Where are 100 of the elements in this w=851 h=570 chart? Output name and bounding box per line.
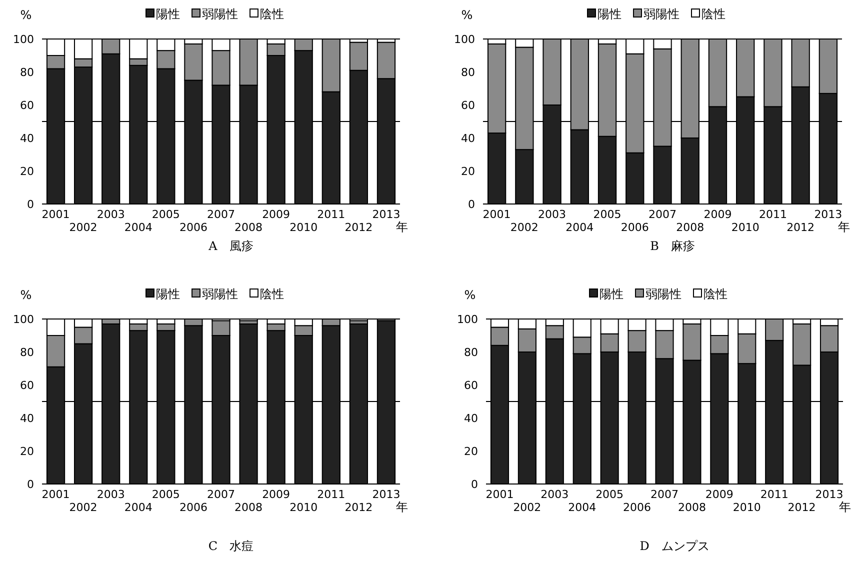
x-tick-label: 2006 (623, 501, 652, 514)
legend-label: 弱陽性 (202, 7, 238, 21)
x-tick-label: 2004 (566, 221, 594, 234)
y-tick-label: 20 (20, 445, 34, 458)
x-tick-label: 2009 (262, 208, 290, 221)
x-tick-label: 2004 (568, 501, 596, 514)
x-tick-label: 2007 (648, 208, 676, 221)
y-tick-label: 0 (471, 478, 478, 491)
legend-label: 陽性 (600, 287, 624, 301)
x-tick-label: 2011 (317, 488, 346, 501)
y-tick-label: 0 (468, 198, 475, 211)
x-tick-label: 2007 (650, 488, 678, 501)
legend-label: 陽性 (156, 287, 180, 301)
x-tick-label: 2006 (179, 501, 208, 514)
text: C 水痘 (208, 539, 254, 553)
x-tick-label: 2013 (814, 208, 842, 221)
x-tick-label: 2003 (96, 488, 125, 501)
y-tick-label: 20 (461, 165, 475, 178)
x-tick-label: 2008 (678, 501, 706, 514)
x-axis-title: 年 (839, 500, 851, 514)
y-tick-label: 0 (27, 478, 34, 491)
x-tick-label: 2004 (124, 221, 152, 234)
y-tick-label: 60 (20, 379, 34, 392)
x-tick-label: 2005 (152, 208, 180, 221)
x-tick-label: 2003 (96, 208, 125, 221)
text: B 麻疹 (650, 239, 695, 253)
x-tick-label: 2010 (290, 221, 318, 234)
x-tick-label: 2013 (372, 488, 400, 501)
y-tick-label: 60 (461, 99, 475, 112)
y-tick-label: 40 (464, 412, 478, 425)
x-tick-label: 2005 (593, 208, 622, 221)
y-axis-title: % (20, 8, 32, 22)
x-tick-label: 2007 (207, 208, 235, 221)
y-tick-label: 100 (457, 313, 478, 326)
legend-label: 弱陽性 (202, 287, 238, 301)
x-tick-label: 2002 (69, 501, 98, 514)
x-tick-label: 2013 (372, 208, 400, 221)
text: A 風疹 (208, 239, 254, 253)
text: D ムンプス (640, 539, 710, 553)
legend-label: 陰性 (704, 287, 728, 301)
x-tick-label: 2001 (482, 208, 511, 221)
x-tick-label: 2005 (152, 488, 180, 501)
x-tick-label: 2002 (69, 221, 98, 234)
x-tick-label: 2011 (317, 208, 346, 221)
x-tick-label: 2006 (620, 221, 649, 234)
x-tick-label: 2009 (705, 488, 734, 501)
x-tick-label: 2007 (207, 488, 235, 501)
x-tick-label: 2005 (596, 488, 624, 501)
legend-label: 陰性 (260, 287, 284, 301)
x-tick-label: 2006 (179, 221, 208, 234)
y-tick-label: 80 (20, 66, 34, 79)
x-tick-label: 2002 (510, 221, 538, 234)
x-axis-title: 年 (838, 220, 850, 234)
y-tick-label: 40 (461, 132, 475, 145)
x-tick-label: 2012 (786, 221, 815, 234)
x-tick-label: 2008 (234, 501, 263, 514)
x-tick-label: 2003 (538, 208, 566, 221)
x-tick-label: 2011 (760, 488, 788, 501)
y-tick-label: 20 (20, 165, 34, 178)
y-axis-title: % (20, 288, 32, 302)
x-tick-label: 2012 (344, 221, 373, 234)
y-tick-label: 80 (461, 66, 475, 79)
x-tick-label: 2010 (731, 221, 760, 234)
x-tick-label: 2004 (124, 501, 152, 514)
y-tick-label: 80 (464, 346, 478, 359)
x-tick-label: 2013 (815, 488, 844, 501)
x-tick-label: 2010 (290, 501, 318, 514)
y-tick-label: 80 (20, 346, 34, 359)
x-tick-label: 2012 (788, 501, 816, 514)
x-tick-label: 2010 (732, 501, 761, 514)
legend-label: 陽性 (156, 7, 180, 21)
x-tick-label: 2008 (234, 221, 263, 234)
y-tick-label: 40 (20, 132, 34, 145)
x-axis-title: 年 (396, 500, 408, 514)
y-axis-title: % (461, 8, 473, 22)
y-tick-label: 100 (13, 313, 34, 326)
legend-label: 弱陽性 (644, 7, 680, 21)
x-tick-label: 2008 (676, 221, 704, 234)
x-tick-label: 2003 (540, 488, 569, 501)
y-tick-label: 0 (27, 198, 34, 211)
x-axis-title: 年 (396, 220, 408, 234)
x-tick-label: 2002 (513, 501, 542, 514)
x-tick-label: 2011 (758, 208, 787, 221)
y-tick-label: 100 (13, 33, 34, 46)
legend-label: 陽性 (598, 7, 622, 21)
x-tick-label: 2012 (344, 501, 373, 514)
y-tick-label: 100 (454, 33, 475, 46)
x-tick-label: 2001 (42, 488, 70, 501)
x-tick-label: 2009 (262, 488, 290, 501)
y-tick-label: 40 (20, 412, 34, 425)
x-tick-label: 2009 (704, 208, 732, 221)
x-tick-label: 2001 (42, 208, 70, 221)
y-tick-label: 60 (464, 379, 478, 392)
y-tick-label: 60 (20, 99, 34, 112)
legend-label: 陰性 (260, 7, 284, 21)
legend-label: 弱陽性 (646, 287, 682, 301)
x-tick-label: 2001 (486, 488, 514, 501)
y-tick-label: 20 (464, 445, 478, 458)
legend-label: 陰性 (702, 7, 726, 21)
y-axis-title: % (464, 288, 476, 302)
